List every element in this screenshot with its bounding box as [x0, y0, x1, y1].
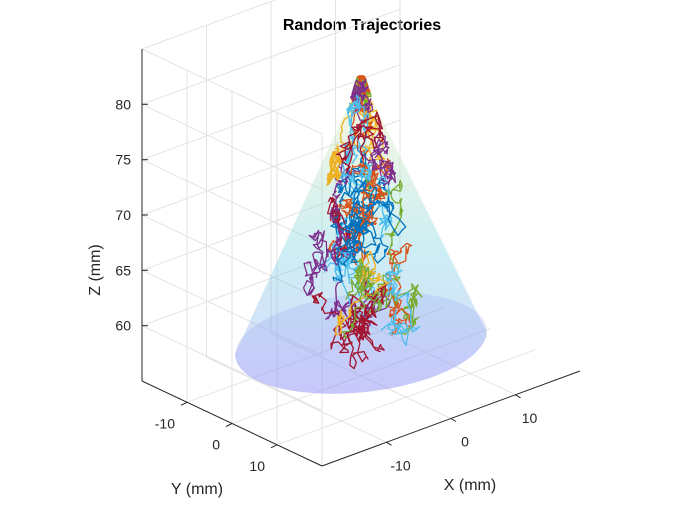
trajectory-line — [380, 264, 421, 347]
trajectory-line — [356, 131, 397, 186]
chart-title: Random Trajectories — [283, 17, 441, 34]
x-tick-mark — [515, 394, 521, 399]
z-tick-label: 65 — [115, 262, 131, 278]
y-tick-label: 10 — [249, 458, 265, 474]
x-axis-label: X (mm) — [444, 477, 496, 494]
y-tick-label: -10 — [155, 415, 175, 431]
box-edge — [141, 0, 277, 50]
trajectory-line — [362, 283, 423, 335]
trajectory-line — [336, 111, 385, 174]
x-tick-label: 10 — [522, 410, 538, 426]
trajectory-line — [339, 152, 393, 241]
z-tick-label: 75 — [115, 152, 131, 168]
z-tick-label: 70 — [115, 207, 131, 223]
y-tick-label: 0 — [212, 437, 220, 453]
y-tick-mark — [180, 401, 188, 406]
x-tick-mark — [386, 441, 392, 446]
floor-grid-y — [276, 349, 536, 446]
z-axis-label: Z (mm) — [87, 244, 104, 296]
y-tick-mark — [270, 444, 278, 449]
z-tick-label: 60 — [115, 318, 131, 334]
trajectories — [302, 74, 423, 370]
trajectory-line — [326, 196, 361, 262]
trajectory-line — [326, 137, 356, 186]
trajectory-line — [341, 206, 377, 264]
trajectory-line — [344, 178, 407, 243]
box-edge — [141, 48, 323, 135]
y-tick-mark — [225, 423, 233, 427]
x-tick-label: -10 — [390, 457, 410, 473]
y-axis-label: Y (mm) — [171, 481, 223, 498]
trajectory-line — [342, 258, 380, 339]
trajectory-line — [347, 288, 385, 353]
trajectory-line — [317, 144, 377, 292]
axes — [141, 49, 581, 467]
x-tick-label: 0 — [461, 434, 469, 450]
tick-labels: -10 0 10 -10 0 10 60 65 70 75 80 — [115, 96, 538, 474]
x-tick-mark — [450, 418, 457, 422]
trajectory-line — [302, 229, 332, 296]
z-tick-label: 80 — [115, 96, 131, 112]
